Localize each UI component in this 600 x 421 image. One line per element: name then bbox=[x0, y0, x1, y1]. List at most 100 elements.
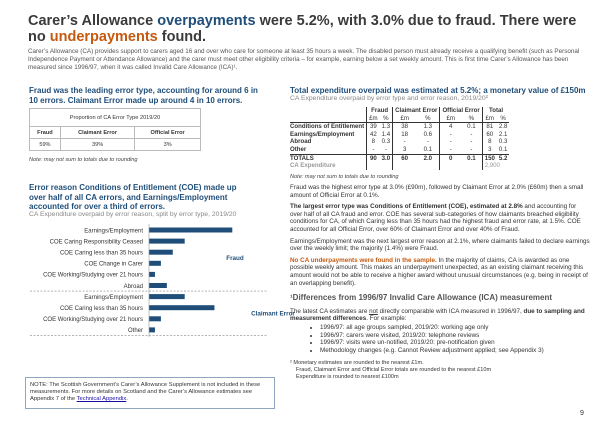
footnote: ² Monetary estimates are rounded to the … bbox=[290, 360, 424, 366]
bar-label: Earnings/Employment bbox=[84, 228, 143, 234]
coe-bold: The largest error type was Conditions of… bbox=[290, 203, 523, 211]
underpayments-text: In the majority of claims, CA is awarded… bbox=[290, 256, 588, 287]
cell: 0.1 bbox=[498, 145, 508, 153]
rounding-note: Note: may not sum to totals due to round… bbox=[29, 157, 138, 163]
row-label: Conditions of Entitlement bbox=[290, 122, 367, 131]
row-label: TOTALS bbox=[290, 153, 367, 163]
grp-official: Official Error bbox=[439, 107, 483, 115]
cell: 18 bbox=[392, 130, 417, 139]
val-fraud: 59% bbox=[29, 138, 61, 151]
ica-not: not bbox=[369, 307, 378, 315]
ica-c: . For example: bbox=[366, 315, 407, 323]
cell: 8 bbox=[366, 138, 380, 146]
bar-label: COE Caring Responsibility Ceased bbox=[50, 239, 143, 245]
cell: 8 bbox=[481, 138, 497, 146]
ica-a: The latest CA estimates are bbox=[290, 307, 370, 315]
expenditure-heading: Total expenditure overpaid was estimated… bbox=[290, 86, 586, 95]
page-number: 9 bbox=[580, 410, 584, 417]
bullet: 1996/97: visits were un-notified, 2019/2… bbox=[320, 339, 590, 347]
cell: - bbox=[366, 145, 380, 155]
expenditure-subtitle: CA Expenditure overpaid by error type an… bbox=[290, 95, 488, 102]
table-note: Note: may not sum to totals due to round… bbox=[290, 174, 399, 180]
row-label: Other bbox=[290, 145, 307, 153]
bullet: Methodology changes (e.g. Cannot Review … bbox=[320, 347, 590, 355]
bar bbox=[149, 316, 161, 322]
group-label: Fraud bbox=[226, 255, 244, 262]
cell: 1.3 bbox=[416, 122, 440, 131]
cell bbox=[366, 162, 393, 170]
unit-header: % bbox=[468, 114, 475, 122]
group-label: Claimant Error bbox=[251, 310, 295, 317]
cell: 1.4 bbox=[381, 130, 391, 138]
unit-header: £m bbox=[366, 114, 380, 123]
row-label: Earnings/Employment bbox=[290, 130, 355, 138]
bullet: 1996/97: all age groups sampled, 2019/20… bbox=[320, 324, 590, 332]
ica-paragraph: The latest CA estimates are not directly… bbox=[290, 308, 590, 323]
bar-label: Abroad bbox=[124, 284, 143, 290]
footnote: Fraud, Claimant Error and Official Error… bbox=[296, 366, 492, 373]
coe-heading: Error reason Conditions of Entitlement (… bbox=[29, 183, 237, 211]
unit-header: £m bbox=[392, 114, 417, 123]
error-reason-chart: Earnings/Employment COE Caring Responsibi… bbox=[30, 224, 295, 337]
coe-text: and accounting for over half of all CA f… bbox=[290, 203, 581, 233]
col-official: Official Error bbox=[134, 126, 201, 139]
unit-header: £m bbox=[481, 114, 497, 123]
fraud-heading: Fraud was the leading error type, accoun… bbox=[29, 86, 258, 105]
expenditure-table: Fraud Claimant Error Official Error Total £… bbox=[290, 107, 510, 170]
bar bbox=[149, 238, 185, 244]
cell: 2.0 bbox=[416, 153, 440, 163]
bar-label: COE Working/Studying over 21 hours bbox=[43, 273, 143, 279]
bar-label: COE Caring less than 35 hours bbox=[60, 251, 143, 257]
note-end: . bbox=[126, 396, 128, 403]
coe-paragraph: The largest error type was Conditions of… bbox=[290, 203, 590, 233]
ica-bullets: 1996/97: all age groups sampled, 2019/20… bbox=[320, 324, 590, 355]
cell: 4 bbox=[439, 122, 462, 131]
cell: - bbox=[470, 138, 473, 146]
cell: 39 bbox=[366, 122, 380, 131]
cell: 150 bbox=[481, 153, 497, 163]
cell: 60 bbox=[392, 153, 417, 163]
page-title: Carer’s Allowance overpayments were 5.2%… bbox=[28, 13, 577, 45]
proportion-table: Proportion of CA Error Type 2019/20 Frau… bbox=[29, 108, 201, 151]
unit-header: % bbox=[425, 114, 431, 122]
underpayments-bold: No CA underpayments were found in the sa… bbox=[290, 256, 437, 264]
cell: 0.3 bbox=[381, 138, 391, 146]
cell: 2.1 bbox=[498, 130, 508, 138]
cell: - bbox=[426, 138, 429, 146]
bar bbox=[149, 305, 215, 311]
cell: 2,900 bbox=[481, 162, 510, 170]
unit-header: % bbox=[500, 114, 506, 122]
ica-heading: ¹Differences from 1996/97 Invalid Care A… bbox=[290, 293, 553, 303]
table-row: TOTALS 90 3.0 60 2.0 0 0.1 150 5.2 bbox=[290, 153, 510, 163]
footnote: Expenditure is rounded to nearest £100m bbox=[296, 373, 399, 380]
bar-label: COE Change in Carer bbox=[84, 262, 143, 268]
ica-b: directly comparable with ICA measured in… bbox=[377, 307, 524, 315]
grp-fraud: Fraud bbox=[366, 107, 393, 115]
cell: 5.2 bbox=[496, 153, 510, 163]
grp-total: Total bbox=[481, 107, 510, 115]
row-label: CA Expenditure bbox=[290, 162, 336, 170]
cell: 42 bbox=[366, 130, 380, 139]
cell: - bbox=[392, 138, 417, 146]
cell: - bbox=[439, 138, 462, 146]
cell bbox=[439, 162, 483, 170]
note-text: NOTE: The Scottish Government’s Carer’s … bbox=[30, 382, 261, 403]
unit-header: % bbox=[383, 114, 389, 122]
earnings-paragraph: Earnings/Employment was the next largest… bbox=[290, 237, 590, 253]
footnotes: ² Monetary estimates are rounded to the … bbox=[290, 360, 590, 380]
cell: 3 bbox=[392, 145, 417, 155]
cell: - bbox=[470, 130, 473, 138]
bar bbox=[149, 327, 155, 333]
cell: 90 bbox=[366, 153, 380, 163]
table-row: Other - -3 0.1- -3 0.1 bbox=[290, 145, 509, 155]
cell: - bbox=[384, 145, 387, 153]
chart-subtitle: CA Expenditure overpaid by error reason,… bbox=[29, 211, 237, 218]
right-body: Fraud was the highest error type at 3.0%… bbox=[290, 184, 590, 380]
cell: 0 bbox=[439, 153, 462, 163]
cell: 0.1 bbox=[461, 153, 483, 163]
cell: 0.1 bbox=[461, 122, 483, 131]
technical-appendix-link[interactable]: Technical Appendix bbox=[76, 396, 127, 403]
ica-bold: due to sampling and measurement differen… bbox=[290, 307, 585, 323]
row-label: Abroad bbox=[290, 138, 312, 146]
bullet: 1996/97: carers were visited, 2019/20: t… bbox=[320, 332, 590, 340]
